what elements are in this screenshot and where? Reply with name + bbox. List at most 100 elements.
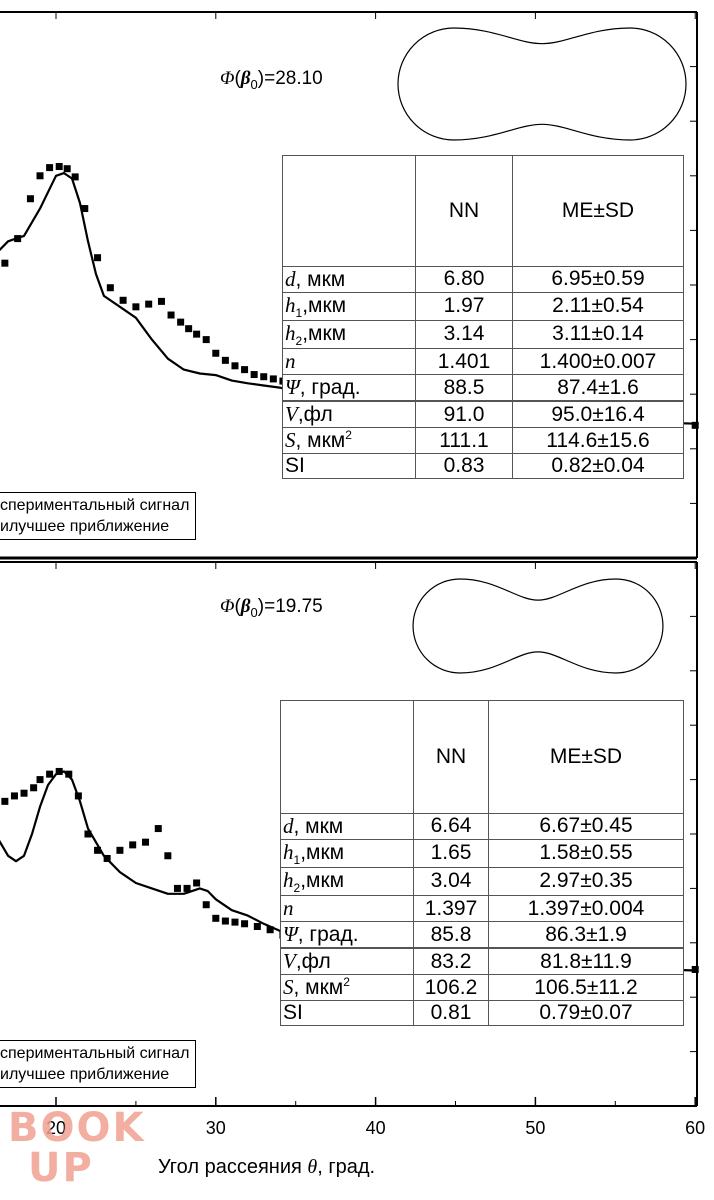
table-row: d, мкм 6.64 6.67±0.45: [280, 812, 684, 840]
x-axis-label: Угол рассеяния θ, град.: [158, 1156, 376, 1178]
table-cell-nn: 1.65: [413, 838, 489, 868]
table-param-label: S, мкм2: [280, 974, 414, 1001]
table-row: Ψ, град. 85.8 86.3±1.9: [280, 921, 684, 949]
data-point: [94, 254, 102, 262]
table-row: h2,мкм 3.04 2.97±0.35: [280, 866, 684, 897]
data-point: [231, 918, 239, 926]
table-cell-nn: 6.64: [413, 812, 489, 840]
table-row: h2,мкм 3.14 3.11±0.14: [282, 319, 684, 350]
data-point: [46, 164, 54, 172]
data-point: [94, 846, 102, 854]
data-point: [71, 173, 79, 181]
table-row: S, мкм2 111.1 114.6±15.6: [282, 427, 684, 454]
table-cell-me-sd: 1.400±0.007: [512, 348, 684, 375]
data-point: [154, 825, 162, 833]
legend-entry-fit: илучшее приближение: [0, 1066, 170, 1083]
data-point: [20, 789, 28, 797]
table-cell-me-sd: 2.11±0.54: [512, 291, 684, 321]
table-row: SI 0.83 0.82±0.04: [282, 453, 684, 479]
data-point: [116, 846, 124, 854]
data-point: [63, 165, 71, 173]
data-point: [129, 841, 137, 849]
table-cell-nn: 0.81: [413, 1000, 489, 1026]
table-cell-me-sd: 86.3±1.9: [488, 921, 684, 949]
table-cell-nn: 6.80: [415, 265, 513, 293]
data-point: [167, 311, 175, 319]
table-cell-nn: 1.401: [415, 348, 513, 375]
table-header-cell: NN: [413, 700, 489, 814]
table-cell-me-sd: 87.4±1.6: [512, 374, 684, 402]
table-param-label: SI: [282, 453, 416, 479]
data-point: [145, 300, 153, 308]
table-row: V,фл 83.2 81.8±11.9: [280, 947, 684, 975]
data-point: [185, 325, 193, 333]
legend-entry-fit: илучшее приближение: [0, 518, 170, 535]
table-cell-nn: 91.0: [415, 400, 513, 428]
table-header-cell: [280, 700, 414, 814]
table-row: h1,мкм 1.97 2.11±0.54: [282, 291, 684, 321]
data-point: [269, 375, 277, 383]
table-cell-me-sd: 95.0±16.4: [512, 400, 684, 428]
table-cell-nn: 1.97: [415, 291, 513, 321]
particle-shape-top: [397, 27, 687, 141]
data-point: [36, 776, 44, 784]
top-parameter-table: NN ME±SD d, мкм 6.80 6.95±0.59 h1,мкм 1.97 2.11…: [282, 155, 684, 479]
table-param-label: S, мкм2: [282, 427, 416, 454]
table-cell-nn: 85.8: [413, 921, 489, 949]
data-point: [157, 297, 165, 305]
data-point: [1, 797, 9, 805]
data-point: [253, 922, 261, 930]
table-param-label: n: [282, 348, 416, 375]
table-param-label: V,фл: [280, 947, 414, 975]
data-point: [212, 914, 220, 922]
x-tick-label: 40: [366, 1118, 386, 1138]
table-param-label: h2,мкм: [280, 866, 414, 897]
data-point: [65, 770, 73, 778]
table-cell-me-sd: 1.58±0.55: [488, 838, 684, 868]
particle-shape-bottom: [412, 578, 664, 674]
data-point: [46, 770, 54, 778]
data-point: [119, 296, 127, 304]
table-param-label: h2,мкм: [282, 319, 416, 350]
x-tick-label: 60: [685, 1118, 705, 1138]
data-point: [36, 172, 44, 180]
table-cell-me-sd: 0.82±0.04: [512, 453, 684, 479]
table-row: d, мкм 6.80 6.95±0.59: [282, 265, 684, 293]
data-point: [260, 373, 268, 381]
table-row: V,фл 91.0 95.0±16.4: [282, 400, 684, 428]
data-point: [202, 901, 210, 909]
data-point: [132, 303, 140, 311]
table-cell-me-sd: 114.6±15.6: [512, 427, 684, 454]
data-point: [55, 767, 63, 775]
data-point: [81, 205, 89, 213]
data-point: [177, 318, 185, 326]
x-tick-label: 20: [46, 1118, 66, 1138]
table-header-row: NN ME±SD: [282, 155, 684, 267]
data-point: [183, 884, 191, 892]
legend-entry-experimental: спериментальный сигнал: [0, 1045, 190, 1062]
data-point: [30, 784, 38, 792]
table-param-label: d, мкм: [280, 812, 414, 840]
table-cell-me-sd: 106.5±11.2: [488, 974, 684, 1001]
table-cell-nn: 88.5: [415, 374, 513, 402]
data-point: [10, 792, 18, 800]
table-param-label: Ψ, град.: [282, 374, 416, 402]
data-point: [164, 852, 172, 860]
data-point: [221, 917, 229, 925]
table-cell-me-sd: 6.95±0.59: [512, 265, 684, 293]
table-header-cell: [282, 155, 416, 267]
data-point: [26, 195, 34, 203]
table-header-row: NN ME±SD: [280, 700, 684, 814]
table-cell-nn: 111.1: [415, 427, 513, 454]
table-param-label: SI: [280, 1000, 414, 1026]
table-cell-nn: 83.2: [413, 947, 489, 975]
table-cell-me-sd: 0.79±0.07: [488, 1000, 684, 1026]
data-point: [1, 259, 9, 267]
top-annotation: Φ(β0)=28.10: [220, 68, 323, 92]
watermark-logo: BOOK UP: [8, 1105, 146, 1191]
bottom-annotation: Φ(β0)=19.75: [220, 596, 323, 620]
table-cell-nn: 3.04: [413, 866, 489, 897]
table-header-cell: ME±SD: [488, 700, 684, 814]
table-row: n 1.397 1.397±0.004: [280, 895, 684, 922]
bottom-legend: спериментальный сигнал илучшее приближен…: [0, 1040, 197, 1088]
